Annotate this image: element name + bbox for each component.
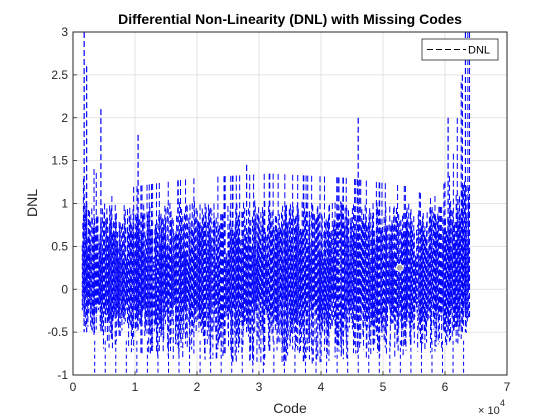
x-tick-label: 7	[504, 380, 511, 394]
x-tick-label: 1	[132, 380, 139, 394]
x-tick-label: 4	[318, 380, 325, 394]
highlight-point[interactable]	[395, 263, 404, 272]
y-tick-label: 0.5	[51, 239, 68, 253]
highlight-layer	[395, 263, 404, 272]
x-exponent-power: 4	[500, 398, 505, 408]
x-axis-ticks: 0 1 2 3 4 5 6 7	[70, 371, 511, 394]
y-axis-ticks: -1 -0.5 0 0.5 1 1.5 2 2.5 3	[47, 25, 77, 382]
y-tick-label: -0.5	[47, 325, 68, 339]
y-tick-label: 3	[61, 25, 68, 39]
legend[interactable]: DNL	[421, 38, 499, 61]
y-tick-label: 0	[61, 282, 68, 296]
y-axis-label: DNL	[24, 189, 40, 217]
x-axis-label: Code	[273, 400, 307, 416]
y-tick-label: 1	[61, 197, 68, 211]
y-tick-label: 1.5	[51, 154, 68, 168]
plot-area	[81, 32, 471, 375]
x-tick-label: 5	[380, 380, 387, 394]
x-tick-label: 0	[70, 380, 77, 394]
x-tick-label: 3	[256, 380, 263, 394]
y-tick-label: 2	[61, 111, 68, 125]
dnl-series	[81, 32, 471, 375]
x-exponent-base: × 10	[478, 405, 500, 417]
chart-title: Differential Non-Linearity (DNL) with Mi…	[118, 11, 462, 27]
y-tick-label: 2.5	[51, 68, 68, 82]
x-tick-label: 2	[194, 380, 201, 394]
y-tick-label: -1	[57, 368, 68, 382]
x-tick-label: 6	[442, 380, 449, 394]
legend-entry-dnl: DNL	[468, 45, 490, 57]
